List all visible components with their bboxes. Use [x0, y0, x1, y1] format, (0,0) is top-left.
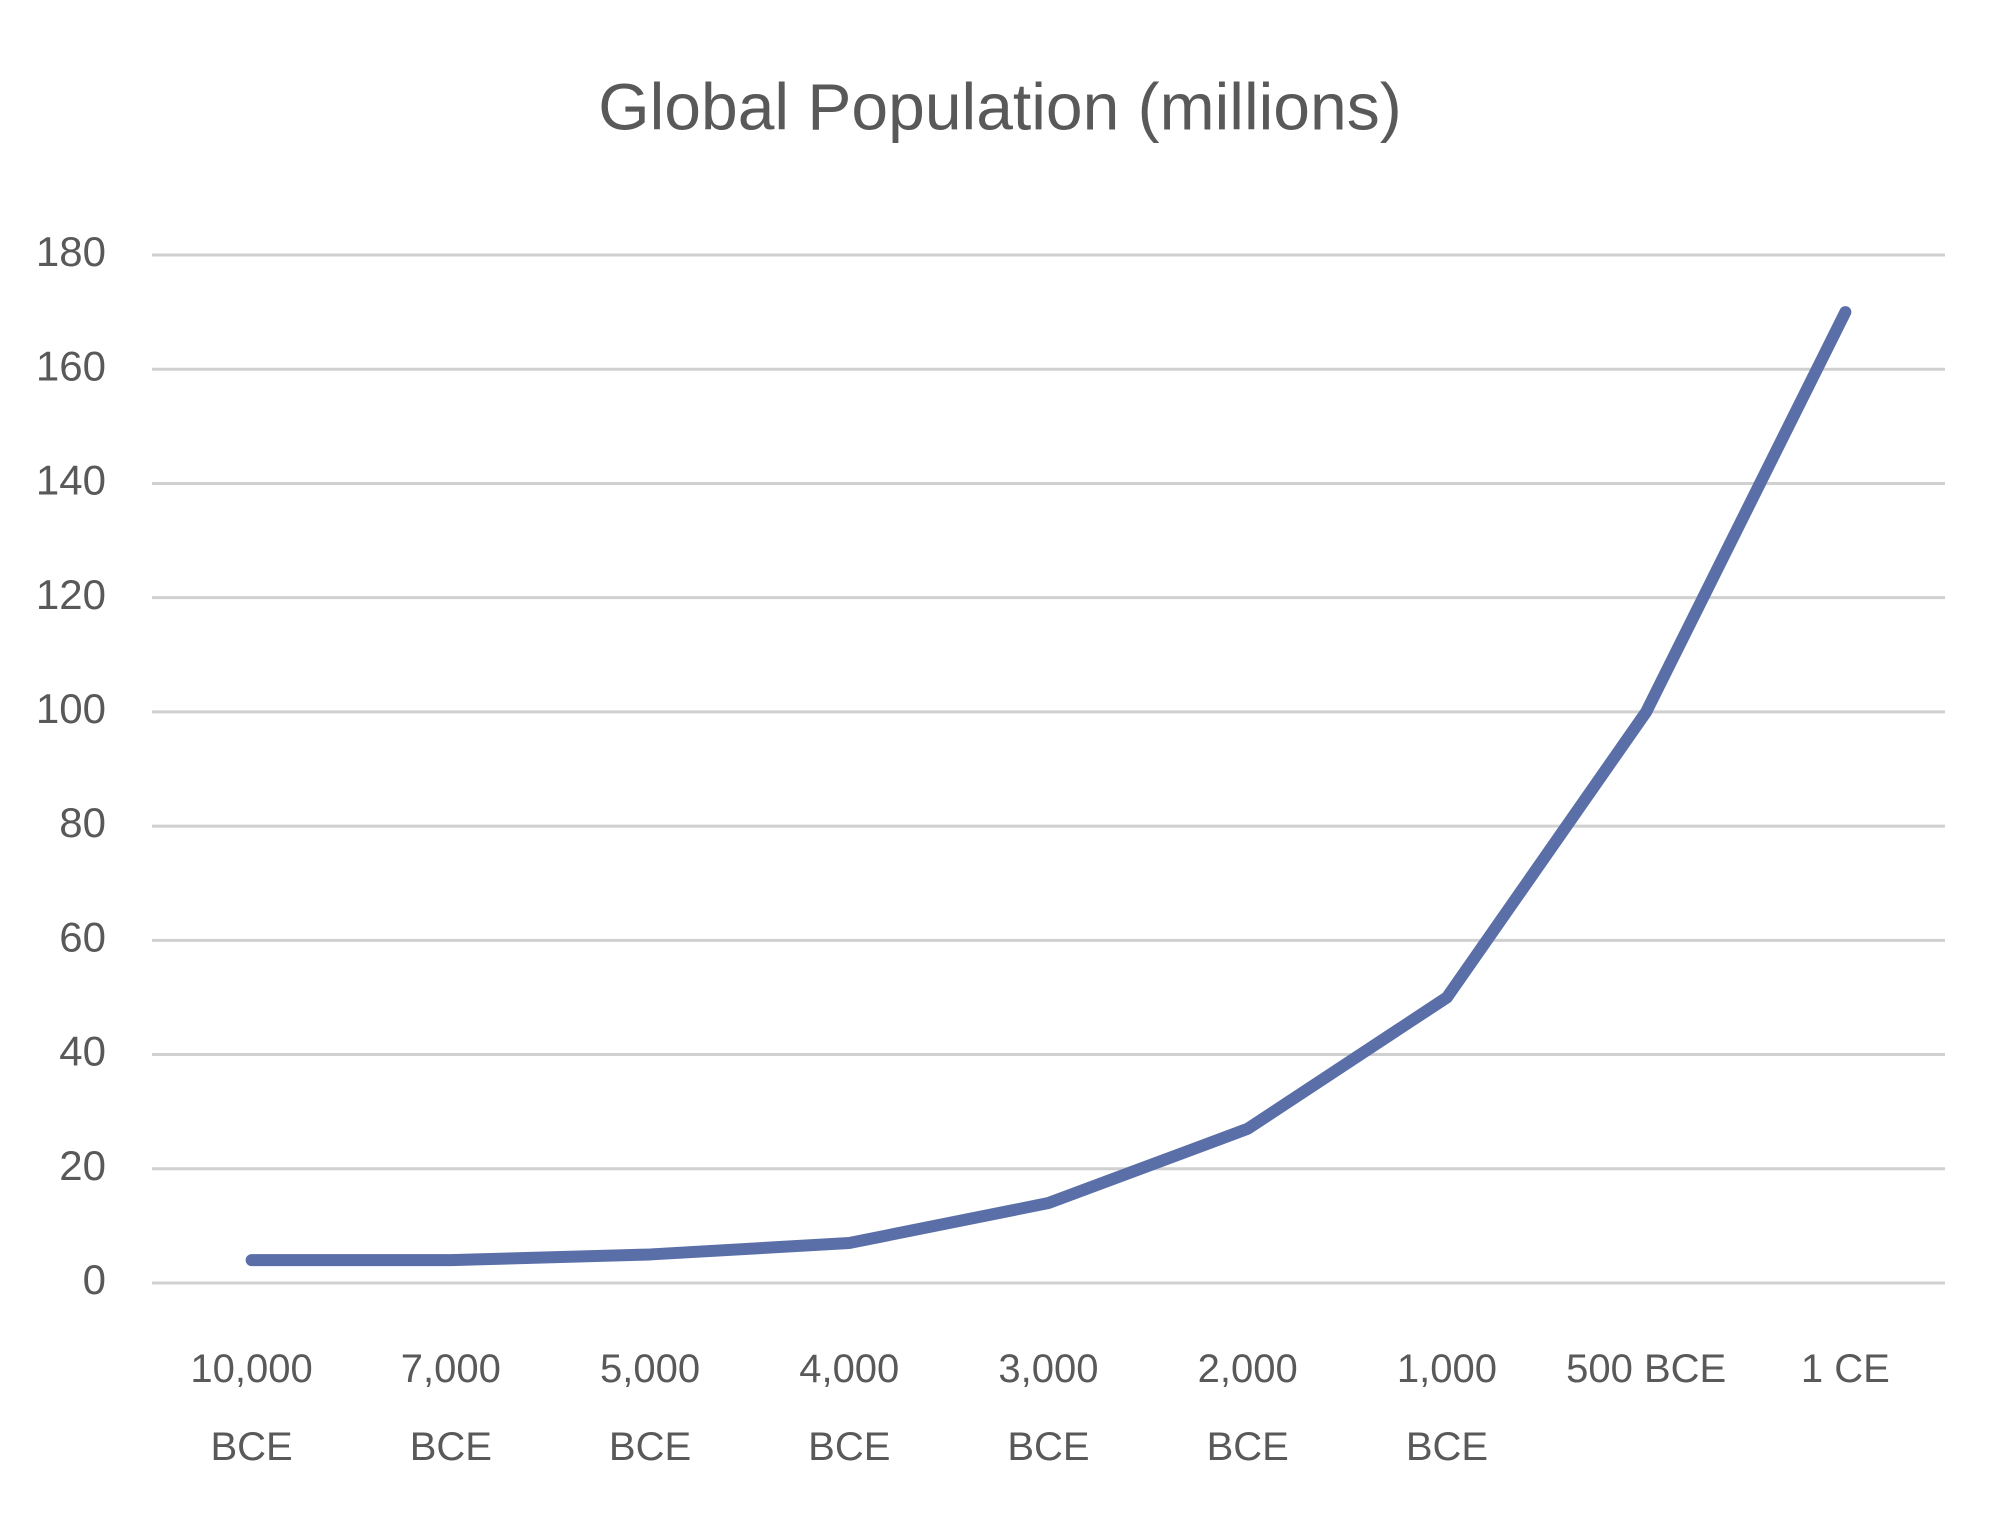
y-tick-label: 100	[36, 685, 106, 732]
x-tick-label: 4,000 BCE	[799, 1347, 900, 1469]
y-tick-label: 0	[83, 1256, 106, 1303]
y-tick-label: 140	[36, 457, 106, 504]
x-tick-label: 2,000 BCE	[1197, 1347, 1298, 1469]
y-tick-label: 80	[59, 799, 106, 846]
data-line	[245, 306, 1852, 1267]
x-tick-label: 1 CE	[1800, 1347, 1890, 1391]
y-tick-label: 20	[59, 1142, 106, 1189]
x-tick-label: 1,000 BCE	[1396, 1347, 1497, 1469]
y-tick-label: 160	[36, 342, 106, 389]
y-tick-label: 40	[59, 1028, 106, 1075]
x-tick-label: 10,000 BCE	[190, 1347, 313, 1469]
x-tick-label: 500 BCE	[1566, 1347, 1727, 1391]
chart-title: Global Population (millions)	[598, 69, 1401, 143]
y-tick-label: 120	[36, 571, 106, 618]
x-tick-label: 3,000 BCE	[998, 1347, 1099, 1469]
y-tick-label: 60	[59, 913, 106, 960]
x-tick-label: 5,000 BCE	[599, 1347, 701, 1469]
x-tick-label: 7,000 BCE	[400, 1347, 501, 1469]
y-tick-label: 180	[36, 228, 106, 275]
